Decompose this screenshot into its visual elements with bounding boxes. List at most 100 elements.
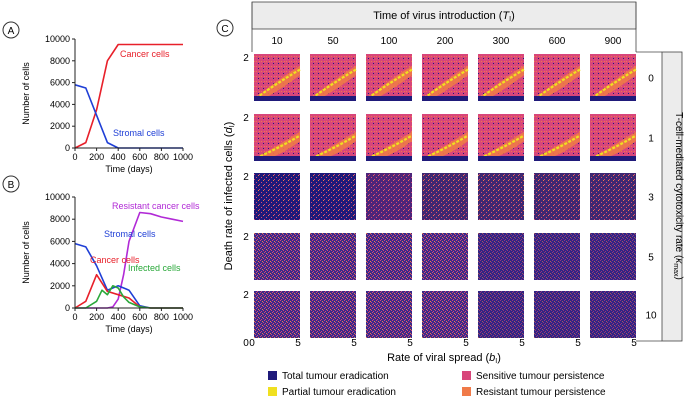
y-tick-top-label: 2 bbox=[243, 232, 249, 243]
panel-a-x-label: Time (days) bbox=[105, 164, 152, 174]
panel-a-y-tick-label: 2000 bbox=[50, 121, 70, 131]
panel-b-x-label: Time (days) bbox=[105, 324, 152, 334]
heatmap-cell-background bbox=[366, 291, 412, 338]
panel-b-label-stromal-cells: Stromal cells bbox=[104, 229, 156, 239]
panel-a-label-stromal-cells: Stromal cells bbox=[113, 128, 165, 138]
heatmap-cell-row5-col200 bbox=[422, 233, 468, 280]
heatmap-cell-background bbox=[366, 173, 412, 220]
panel-a-y-tick-label: 6000 bbox=[50, 78, 70, 88]
heatmap-cell-background bbox=[478, 233, 524, 280]
total-eradication-base bbox=[254, 156, 300, 161]
heatmap-cell-row3-col600 bbox=[534, 173, 580, 220]
heatmap-cell-row0-col50 bbox=[310, 54, 357, 101]
persistence-overlay bbox=[366, 173, 412, 220]
panel-a-y-tick-label: 10000 bbox=[45, 34, 70, 44]
panel-b-line-chart: Resistant cancer cells Stromal cells Cance… bbox=[21, 192, 200, 334]
heatmap-cell-background bbox=[254, 233, 300, 280]
heatmap-cell-background bbox=[310, 291, 356, 338]
panel-a-y-tick-label: 4000 bbox=[50, 99, 70, 109]
heatmap-cell-row5-col50 bbox=[310, 233, 356, 280]
panel-b-x-tick-label: 400 bbox=[111, 312, 126, 322]
partial-eradication-band bbox=[367, 134, 413, 160]
panel-b-x-tick-label: 1000 bbox=[173, 312, 193, 322]
y-tick-top-label: 2 bbox=[243, 290, 249, 301]
panel-b-label-infected-cells: Infected cells bbox=[128, 263, 181, 273]
heatmap-cell-row10-col900 bbox=[590, 291, 636, 338]
panel-b-label-cancer-cells: Cancer cells bbox=[90, 255, 140, 265]
heatmap-cell-background bbox=[310, 173, 356, 220]
panel-b-y-label: Number of cells bbox=[21, 221, 31, 284]
column-label-100: 100 bbox=[381, 36, 398, 47]
heatmap-y-axis-label: Death rate of infected cells (dI) bbox=[223, 122, 236, 271]
column-label-50: 50 bbox=[327, 36, 339, 47]
heatmap-cell-row5-col600 bbox=[534, 233, 580, 280]
heatmap-cell-row10-col600 bbox=[534, 291, 580, 338]
heatmap-cell-row3-col100 bbox=[366, 173, 412, 220]
total-eradication-base bbox=[310, 156, 356, 161]
total-eradication-base bbox=[254, 96, 300, 101]
heatmap-cell-background bbox=[254, 173, 300, 220]
persistence-overlay bbox=[478, 173, 524, 220]
row-label-3: 3 bbox=[648, 193, 654, 204]
legend-swatch-resistant-persistence bbox=[462, 387, 471, 396]
total-eradication-base bbox=[590, 156, 636, 161]
heatmap-cell-background bbox=[590, 233, 636, 280]
panel-a-x-tick-label: 400 bbox=[111, 152, 126, 162]
heatmap-cell-row5-col300 bbox=[478, 233, 524, 280]
total-eradication-overlay bbox=[590, 291, 636, 338]
panel-a-label-cancer-cells: Cancer cells bbox=[120, 49, 170, 59]
legend-label-sensitive-persistence: Sensitive tumour persistence bbox=[476, 371, 605, 382]
row-label-10: 10 bbox=[645, 311, 657, 322]
total-eradication-base bbox=[366, 96, 412, 101]
panel-badge-c: C bbox=[216, 19, 234, 37]
x-tick-label: 5 bbox=[575, 338, 581, 349]
heatmap-cell-row1-col600 bbox=[534, 114, 581, 161]
column-label-200: 200 bbox=[437, 36, 454, 47]
heatmap-cell-background bbox=[534, 173, 580, 220]
panel-b-x-tick-label: 200 bbox=[89, 312, 104, 322]
heatmap-cell-background bbox=[534, 291, 580, 338]
y-tick-top-label: 2 bbox=[243, 172, 249, 183]
heatmap-cell-background bbox=[310, 233, 356, 280]
heatmap-cell-row1-col200 bbox=[422, 114, 469, 161]
panel-badge-a: A bbox=[2, 21, 20, 39]
heatmap-cell-row1-col300 bbox=[478, 114, 525, 161]
row-header-title: T-cell-mediated cytotoxicity rate (κmax) bbox=[672, 112, 684, 280]
panel-b-y-tick-label: 0 bbox=[65, 303, 70, 313]
total-eradication-base bbox=[534, 96, 580, 101]
row-label-5: 5 bbox=[648, 253, 654, 264]
heatmap-cell-row1-col10 bbox=[254, 114, 301, 161]
total-eradication-base bbox=[422, 156, 468, 161]
panel-b-x-tick-label: 0 bbox=[72, 312, 77, 322]
heatmap-cell-row3-col900 bbox=[590, 173, 636, 220]
x-tick-label: 5 bbox=[407, 338, 413, 349]
heatmap-cell-row3-col200 bbox=[422, 173, 468, 220]
panel-b-y-tick-label: 10000 bbox=[45, 192, 70, 202]
column-label-10: 10 bbox=[271, 36, 283, 47]
heatmap-cell-row1-col900 bbox=[590, 114, 637, 161]
heatmap-cell-background bbox=[534, 233, 580, 280]
panel-a-x-tick-label: 200 bbox=[89, 152, 104, 162]
heatmap-cell-row0-col100 bbox=[366, 54, 413, 101]
panel-c-legend: Total tumour eradication Partial tumour e… bbox=[268, 371, 606, 398]
panel-a-x-tick-label: 1000 bbox=[173, 152, 193, 162]
heatmap-cell-background bbox=[590, 291, 636, 338]
heatmap-cell-row10-col300 bbox=[478, 291, 524, 338]
heatmap-cell-row1-col100 bbox=[366, 114, 413, 161]
panel-a-series-stromal-cells bbox=[74, 84, 183, 149]
panel-b-x-tick-label: 600 bbox=[132, 312, 147, 322]
panel-b-y-tick-label: 4000 bbox=[50, 259, 70, 269]
panel-a-y-tick-label: 0 bbox=[65, 143, 70, 153]
persistence-overlay bbox=[422, 173, 468, 220]
heatmap-cell-background bbox=[478, 173, 524, 220]
heatmap-cell-row0-col900 bbox=[590, 54, 637, 101]
x-tick-label: 5 bbox=[463, 338, 469, 349]
heatmap-cell-row0-col10 bbox=[254, 54, 301, 101]
heatmap-cell-row5-col10 bbox=[254, 233, 300, 280]
column-header-title: Time of virus introduction (TI) bbox=[373, 10, 515, 23]
panel-a-y-label: Number of cells bbox=[21, 62, 31, 125]
heatmap-cell-row3-col50 bbox=[310, 173, 356, 220]
heatmap-cell-row10-col50 bbox=[310, 291, 356, 338]
heatmap-cell-row10-col10 bbox=[254, 291, 300, 338]
